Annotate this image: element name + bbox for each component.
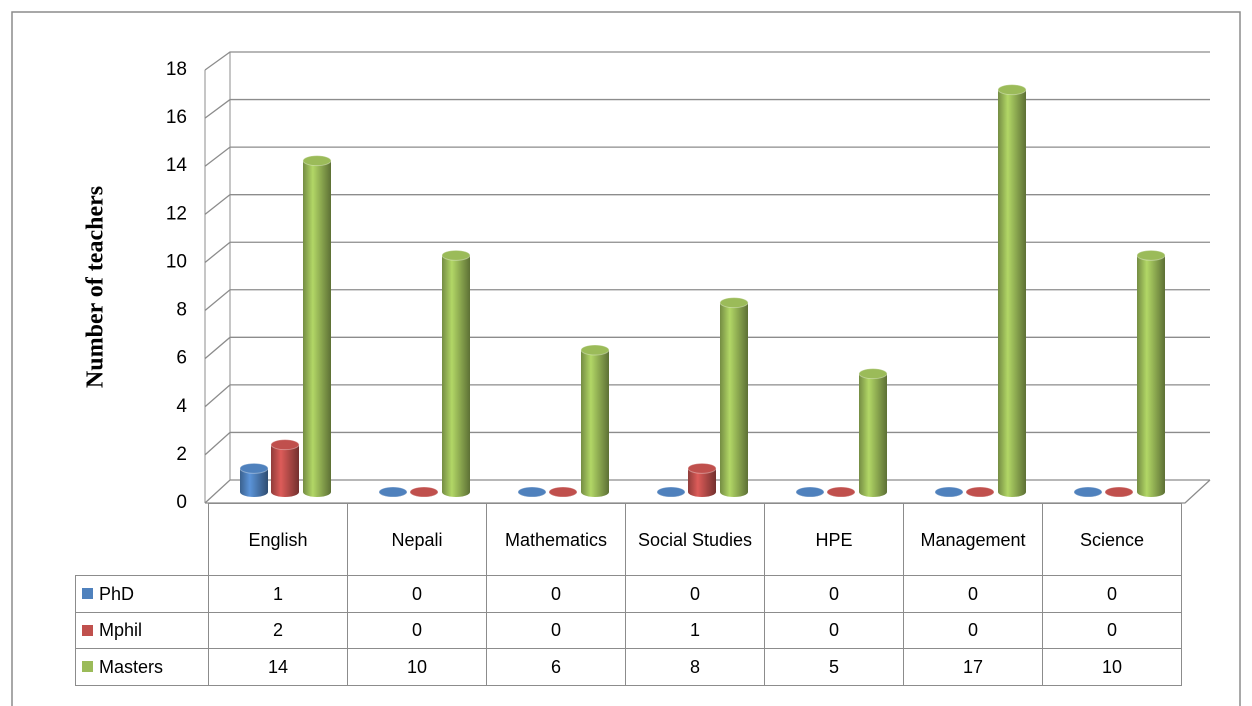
table-value: 0 <box>903 575 1043 613</box>
grid-line <box>204 146 1210 167</box>
bar <box>303 160 331 497</box>
y-tick-label: 10 <box>166 251 187 272</box>
bar-top <box>1136 249 1166 261</box>
grid-line <box>204 98 1210 119</box>
legend-key <box>82 588 93 600</box>
table-value: 6 <box>486 648 626 686</box>
grid-line <box>204 384 1210 408</box>
legend-label: Masters <box>99 656 164 677</box>
bar-top <box>409 486 439 498</box>
legend-entry: Masters <box>75 648 209 686</box>
bar-top <box>517 486 547 498</box>
bar <box>271 444 299 497</box>
bar <box>998 89 1026 498</box>
bar-top <box>580 344 610 356</box>
table-value: 0 <box>1042 575 1182 613</box>
table-value: 0 <box>486 611 626 649</box>
bar <box>1137 255 1165 497</box>
category-label: English <box>208 503 348 576</box>
category-label: Science <box>1042 503 1182 576</box>
chart-border <box>11 11 1241 706</box>
category-label: Social Studies <box>625 503 765 576</box>
bar-top <box>302 155 332 167</box>
bar-top <box>239 462 269 474</box>
y-tick-label: 0 <box>176 492 187 513</box>
bar-top <box>795 486 825 498</box>
table-value: 5 <box>764 648 904 686</box>
bar <box>442 255 470 497</box>
bar-top <box>965 486 995 498</box>
table-value: 0 <box>347 611 487 649</box>
table-value: 14 <box>208 648 348 686</box>
legend-key <box>82 661 93 673</box>
bar-top <box>1073 486 1103 498</box>
y-tick-label: 8 <box>176 300 187 321</box>
table-value: 0 <box>764 575 904 613</box>
grid-line <box>204 51 1210 71</box>
bar-top <box>656 486 686 498</box>
table-value: 0 <box>486 575 626 613</box>
y-tick-label: 12 <box>166 203 187 224</box>
bar-top <box>934 486 964 498</box>
table-value: 0 <box>764 611 904 649</box>
y-tick-label: 16 <box>166 107 187 128</box>
grid-line <box>204 336 1210 360</box>
table-value: 10 <box>1042 648 1182 686</box>
bar <box>240 468 268 497</box>
grid-line <box>204 241 1210 263</box>
back-wall <box>204 52 231 503</box>
bar-top <box>858 368 888 380</box>
bar-top <box>997 84 1027 96</box>
grid-line <box>204 431 1210 456</box>
category-label: Nepali <box>347 503 487 576</box>
bar-top <box>719 297 749 309</box>
bar-top <box>441 249 471 261</box>
y-tick-label: 18 <box>166 59 187 80</box>
legend-key <box>82 624 93 636</box>
grid-line <box>204 289 1210 312</box>
y-tick-label: 2 <box>176 444 187 465</box>
y-tick-label: 6 <box>176 348 187 369</box>
y-tick-label: 4 <box>176 396 187 417</box>
legend-label: Mphil <box>99 620 143 641</box>
bar-top <box>270 439 300 451</box>
table-value: 17 <box>903 648 1043 686</box>
table-value: 1 <box>625 611 765 649</box>
table-value: 1 <box>208 575 348 613</box>
category-label: Mathematics <box>486 503 626 576</box>
bar <box>859 373 887 497</box>
bar-top <box>1104 486 1134 498</box>
table-value: 8 <box>625 648 765 686</box>
legend-entry: PhD <box>75 575 209 613</box>
table-value: 0 <box>625 575 765 613</box>
bar-top <box>687 462 717 474</box>
bar <box>581 350 609 497</box>
y-axis-title: Number of teachers <box>83 186 109 388</box>
table-value: 0 <box>347 575 487 613</box>
category-label: Management <box>903 503 1043 576</box>
y-tick-label: 14 <box>166 155 188 176</box>
bar-top <box>548 486 578 498</box>
table-value: 0 <box>1042 611 1182 649</box>
table-value: 2 <box>208 611 348 649</box>
legend-entry: Mphil <box>75 611 209 649</box>
bar <box>688 468 716 497</box>
legend-label: PhD <box>99 583 135 604</box>
table-value: 0 <box>903 611 1043 649</box>
bar-top <box>826 486 856 498</box>
bar <box>720 302 748 497</box>
category-label: HPE <box>764 503 904 576</box>
grid-line <box>204 194 1210 215</box>
bar-top <box>378 486 408 498</box>
table-value: 10 <box>347 648 487 686</box>
